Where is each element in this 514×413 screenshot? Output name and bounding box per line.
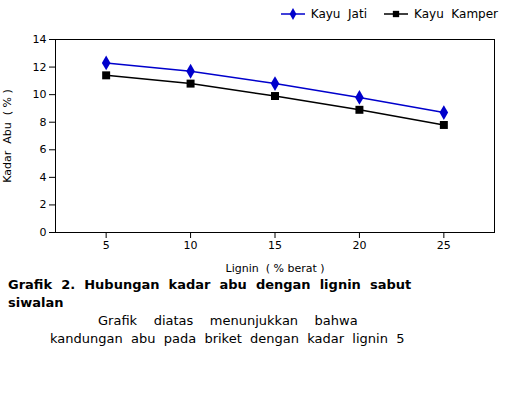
svg-text:Lignin ( % berat ): Lignin ( % berat ) bbox=[225, 262, 324, 275]
svg-text:10: 10 bbox=[184, 239, 198, 252]
svg-text:4: 4 bbox=[40, 171, 47, 184]
html-text:kandungan abu pada briket deng: kandungan abu pada briket dengan kadar l… bbox=[50, 331, 405, 346]
svg-text:8: 8 bbox=[40, 116, 47, 129]
svg-text:5: 5 bbox=[103, 239, 110, 252]
svg-text:2: 2 bbox=[40, 198, 47, 211]
html-text:Grafik diatas menunjukkan bahw: Grafik diatas menunjukkan bahwa bbox=[98, 313, 358, 328]
svg-text:12: 12 bbox=[33, 61, 47, 74]
html-text:Kayu Kamper: Kayu Kamper bbox=[414, 7, 498, 21]
svg-text:6: 6 bbox=[40, 143, 47, 156]
svg-text:25: 25 bbox=[437, 239, 451, 252]
html-text:Kayu Jati: Kayu Jati bbox=[310, 7, 367, 21]
svg-text:14: 14 bbox=[33, 33, 47, 46]
html-text:Grafik 2. Hubungan kadar abu d: Grafik 2. Hubungan kadar abu dengan lign… bbox=[8, 277, 412, 292]
html-text:siwalan: siwalan bbox=[8, 295, 64, 310]
svg-text:0: 0 bbox=[40, 226, 47, 239]
svg-text:20: 20 bbox=[352, 239, 366, 252]
svg-text:15: 15 bbox=[268, 239, 282, 252]
svg-text:10: 10 bbox=[33, 88, 47, 101]
svg-text:Kadar Abu ( % ): Kadar Abu ( % ) bbox=[1, 89, 14, 183]
